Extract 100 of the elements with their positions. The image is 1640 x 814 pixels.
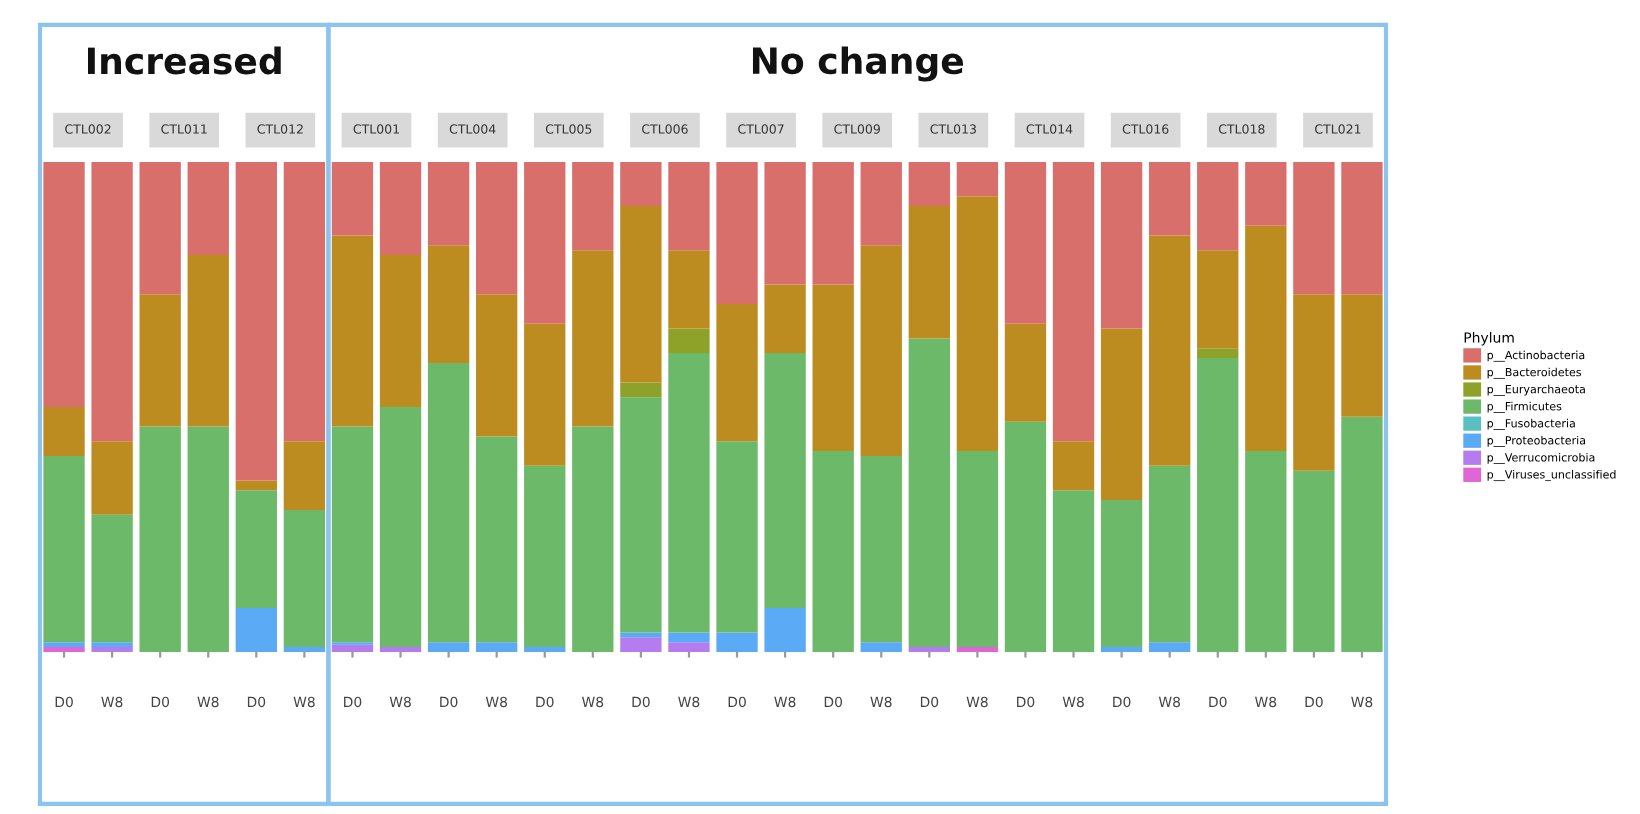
bar — [187, 426, 229, 652]
bar — [331, 644, 374, 652]
bar — [1149, 235, 1191, 466]
bar — [1293, 294, 1335, 471]
bar — [572, 162, 614, 251]
bar — [331, 162, 374, 236]
bar — [668, 250, 710, 329]
bar — [1052, 490, 1095, 652]
bar — [1004, 323, 1047, 422]
bar — [1149, 642, 1191, 652]
bar — [764, 353, 806, 608]
bar — [379, 407, 422, 648]
text: No change — [752, 46, 964, 82]
bar — [668, 162, 710, 251]
bar — [572, 250, 614, 427]
bar — [91, 162, 133, 442]
bar — [668, 632, 710, 643]
bar — [235, 607, 277, 652]
bar — [1100, 328, 1143, 501]
bar — [139, 162, 181, 295]
bar — [572, 426, 614, 652]
bar — [1149, 465, 1191, 643]
bar — [956, 162, 999, 197]
bar — [620, 632, 662, 638]
bar — [139, 294, 181, 427]
bar — [187, 162, 229, 256]
bar — [956, 196, 999, 452]
bar — [908, 162, 950, 207]
bar — [860, 456, 902, 643]
bar — [379, 162, 422, 256]
bar — [716, 632, 758, 652]
bar — [43, 456, 85, 643]
bar — [235, 490, 277, 608]
bar — [1197, 162, 1239, 251]
bar — [476, 436, 518, 643]
bar — [620, 382, 662, 398]
bar — [860, 642, 902, 652]
bar — [860, 245, 902, 456]
bar — [524, 323, 566, 466]
bar — [283, 509, 326, 648]
bar — [427, 162, 470, 246]
bar — [331, 426, 374, 643]
bar — [1052, 441, 1095, 491]
bar — [235, 480, 277, 491]
bar — [764, 162, 806, 285]
bar — [1245, 162, 1287, 226]
bar — [43, 407, 85, 456]
bar — [1197, 348, 1239, 358]
bar — [331, 235, 374, 427]
bar — [1149, 162, 1191, 236]
bar — [812, 284, 854, 452]
bar — [1245, 225, 1287, 452]
bar — [524, 465, 566, 648]
bar — [476, 294, 518, 437]
bar — [620, 206, 662, 383]
bar — [812, 162, 854, 285]
bar — [1293, 162, 1335, 295]
bar — [283, 441, 326, 510]
bar — [1004, 421, 1047, 652]
bar — [668, 353, 710, 633]
bar — [139, 426, 181, 652]
bar — [764, 607, 806, 652]
bar — [187, 255, 229, 427]
text: Increased — [88, 46, 281, 75]
bar — [524, 162, 566, 324]
bar — [860, 162, 902, 246]
bar — [620, 637, 662, 652]
bar — [43, 162, 85, 407]
bar — [908, 206, 950, 339]
bar — [427, 245, 470, 363]
bar — [379, 255, 422, 407]
bar — [1100, 162, 1143, 329]
bar — [668, 642, 710, 652]
bar — [716, 441, 758, 633]
bar — [908, 338, 950, 648]
bar — [956, 451, 999, 648]
bar — [1293, 470, 1335, 652]
bar — [476, 642, 518, 652]
bar — [476, 162, 518, 295]
bar — [91, 514, 133, 643]
bar — [1341, 416, 1383, 652]
bar — [91, 441, 133, 515]
bar — [668, 328, 710, 354]
bar — [1245, 451, 1287, 652]
bar — [427, 642, 470, 652]
bar — [283, 162, 326, 442]
bar — [427, 362, 470, 643]
bar — [812, 451, 854, 652]
bar — [764, 284, 806, 354]
bar — [1052, 162, 1095, 442]
bar — [620, 162, 662, 207]
bar — [716, 304, 758, 442]
bar — [716, 162, 758, 305]
bar — [235, 162, 277, 481]
bar — [1100, 500, 1143, 648]
bar — [1197, 250, 1239, 349]
bar — [620, 397, 662, 633]
bar — [1197, 358, 1239, 652]
bar — [1341, 162, 1383, 295]
bar — [1341, 294, 1383, 417]
